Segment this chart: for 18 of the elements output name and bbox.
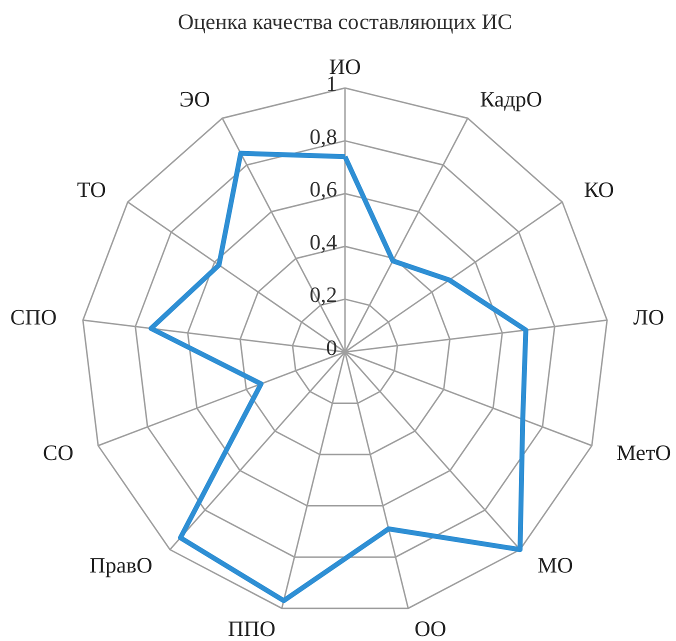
y-tick-label: 0,4 xyxy=(310,229,338,254)
spoke-label: ЭО xyxy=(179,86,210,112)
spoke-label: ЛО xyxy=(633,304,664,330)
spoke-label: МО xyxy=(538,552,574,578)
y-tick-label: 0 xyxy=(326,335,338,360)
spoke-label: ПравО xyxy=(89,552,152,578)
chart-title: Оценка качества составляющих ИС xyxy=(178,9,512,34)
spoke-label: СПО xyxy=(10,304,57,330)
y-tick-label: 0,8 xyxy=(310,124,338,149)
spoke-label: ОО xyxy=(414,616,446,641)
spoke-label: КадрО xyxy=(480,86,542,112)
spoke-label: КО xyxy=(584,177,614,202)
spoke-label: СО xyxy=(42,440,74,466)
y-tick-label: 0,2 xyxy=(310,282,338,308)
spoke-label: ППО xyxy=(228,616,276,641)
spoke-label: МетО xyxy=(616,440,672,466)
spoke-label: ТО xyxy=(76,177,106,202)
y-tick-label: 0,6 xyxy=(310,176,338,202)
